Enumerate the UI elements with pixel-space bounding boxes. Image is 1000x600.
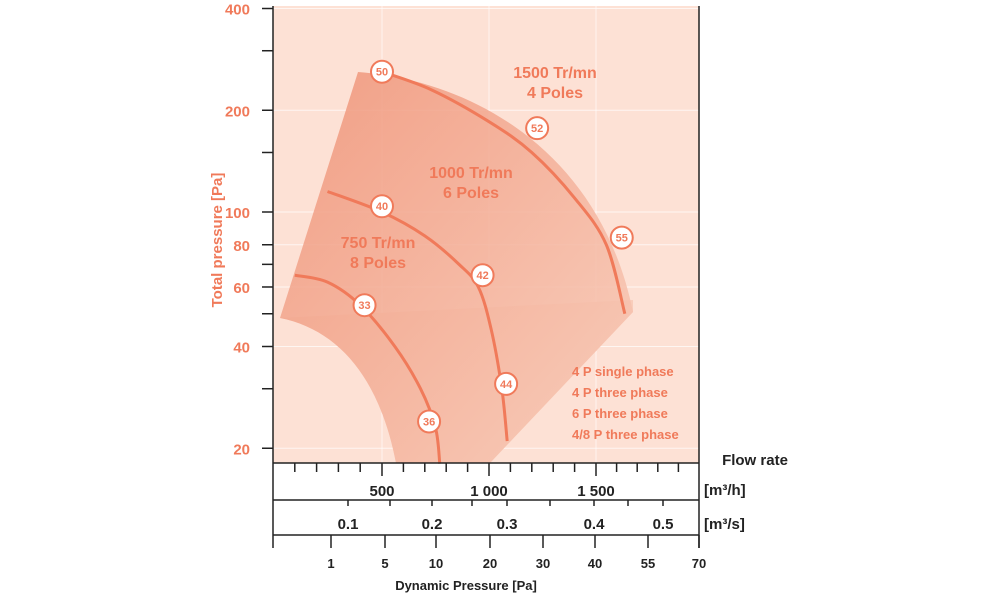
curve-marker <box>525 116 550 141</box>
ms-tick-label: 0.5 <box>653 516 674 533</box>
flow-tick-label: 500 <box>369 483 394 500</box>
curve-marker <box>470 263 495 288</box>
ms-tick-label: 0.4 <box>584 516 606 533</box>
y-tick-label: 60 <box>233 280 250 297</box>
curve-labels: 1500 Tr/mn 4 Poles 1000 Tr/mn 6 Poles 75… <box>341 65 597 272</box>
curve-marker <box>494 371 519 396</box>
legend-item: 6 P three phase <box>572 406 668 421</box>
label-750-speed: 750 Tr/mn <box>341 235 416 252</box>
dp-tick-label: 70 <box>692 556 706 571</box>
x-unit-m3h: [m³/h] <box>704 482 746 499</box>
dp-tick-label: 40 <box>588 556 602 571</box>
legend-item: 4 P single phase <box>572 364 674 379</box>
x-unit-m3s: [m³/s] <box>704 516 745 533</box>
marker-label: 36 <box>423 416 435 428</box>
x-axis-label-dynamic: Dynamic Pressure [Pa] <box>395 578 537 593</box>
marker-label: 55 <box>616 233 628 245</box>
y-tick-label: 400 <box>225 2 250 19</box>
label-1000-speed: 1000 Tr/mn <box>429 165 513 182</box>
y-tick-label: 100 <box>225 205 250 222</box>
marker-label: 52 <box>531 123 543 135</box>
marker-label: 40 <box>376 201 388 213</box>
marker-label: 44 <box>500 379 513 391</box>
curve-marker <box>352 293 377 318</box>
label-750-poles: 8 Poles <box>350 255 406 272</box>
curve-marker <box>417 409 442 434</box>
flow-tick-label: 1 000 <box>470 483 508 500</box>
dp-tick-label: 55 <box>641 556 655 571</box>
y-tick-label: 20 <box>233 441 250 458</box>
ms-tick-label: 0.3 <box>497 516 518 533</box>
ms-tick-label: 0.1 <box>338 516 359 533</box>
dp-tick-label: 20 <box>483 556 497 571</box>
ms-tick-label: 0.2 <box>422 516 443 533</box>
x-axis-label-flow: Flow rate <box>722 452 788 469</box>
label-1500-poles: 4 Poles <box>527 85 583 102</box>
dp-tick-label: 10 <box>429 556 443 571</box>
axes: 400 200 100 80 60 40 20 500 1 000 1 500 0.1 0.2 0.3 0… <box>225 2 706 571</box>
markers: 50 52 55 40 42 44 33 36 <box>352 59 634 434</box>
legend: 4 P single phase 4 P three phase 6 P thr… <box>572 364 679 442</box>
curve-line <box>381 70 627 315</box>
dp-tick-label: 5 <box>381 556 388 571</box>
dp-tick-label: 1 <box>327 556 334 571</box>
legend-item: 4 P three phase <box>572 385 668 400</box>
curve-marker <box>609 225 634 250</box>
label-1500-speed: 1500 Tr/mn <box>513 65 597 82</box>
y-tick-label: 200 <box>225 103 250 120</box>
marker-label: 42 <box>476 270 488 282</box>
curve-marker <box>370 194 394 219</box>
y-axis-label: Total pressure [Pa] <box>209 173 226 308</box>
legend-item: 4/8 P three phase <box>572 427 679 442</box>
y-tick-label: 40 <box>233 340 250 357</box>
marker-label: 33 <box>358 300 370 312</box>
y-tick-label: 80 <box>233 238 250 255</box>
flow-tick-label: 1 500 <box>577 483 615 500</box>
curve-marker <box>370 59 394 84</box>
marker-label: 50 <box>376 67 388 79</box>
operating-region <box>280 72 633 463</box>
dp-tick-label: 30 <box>536 556 550 571</box>
label-1000-poles: 6 Poles <box>443 185 499 202</box>
